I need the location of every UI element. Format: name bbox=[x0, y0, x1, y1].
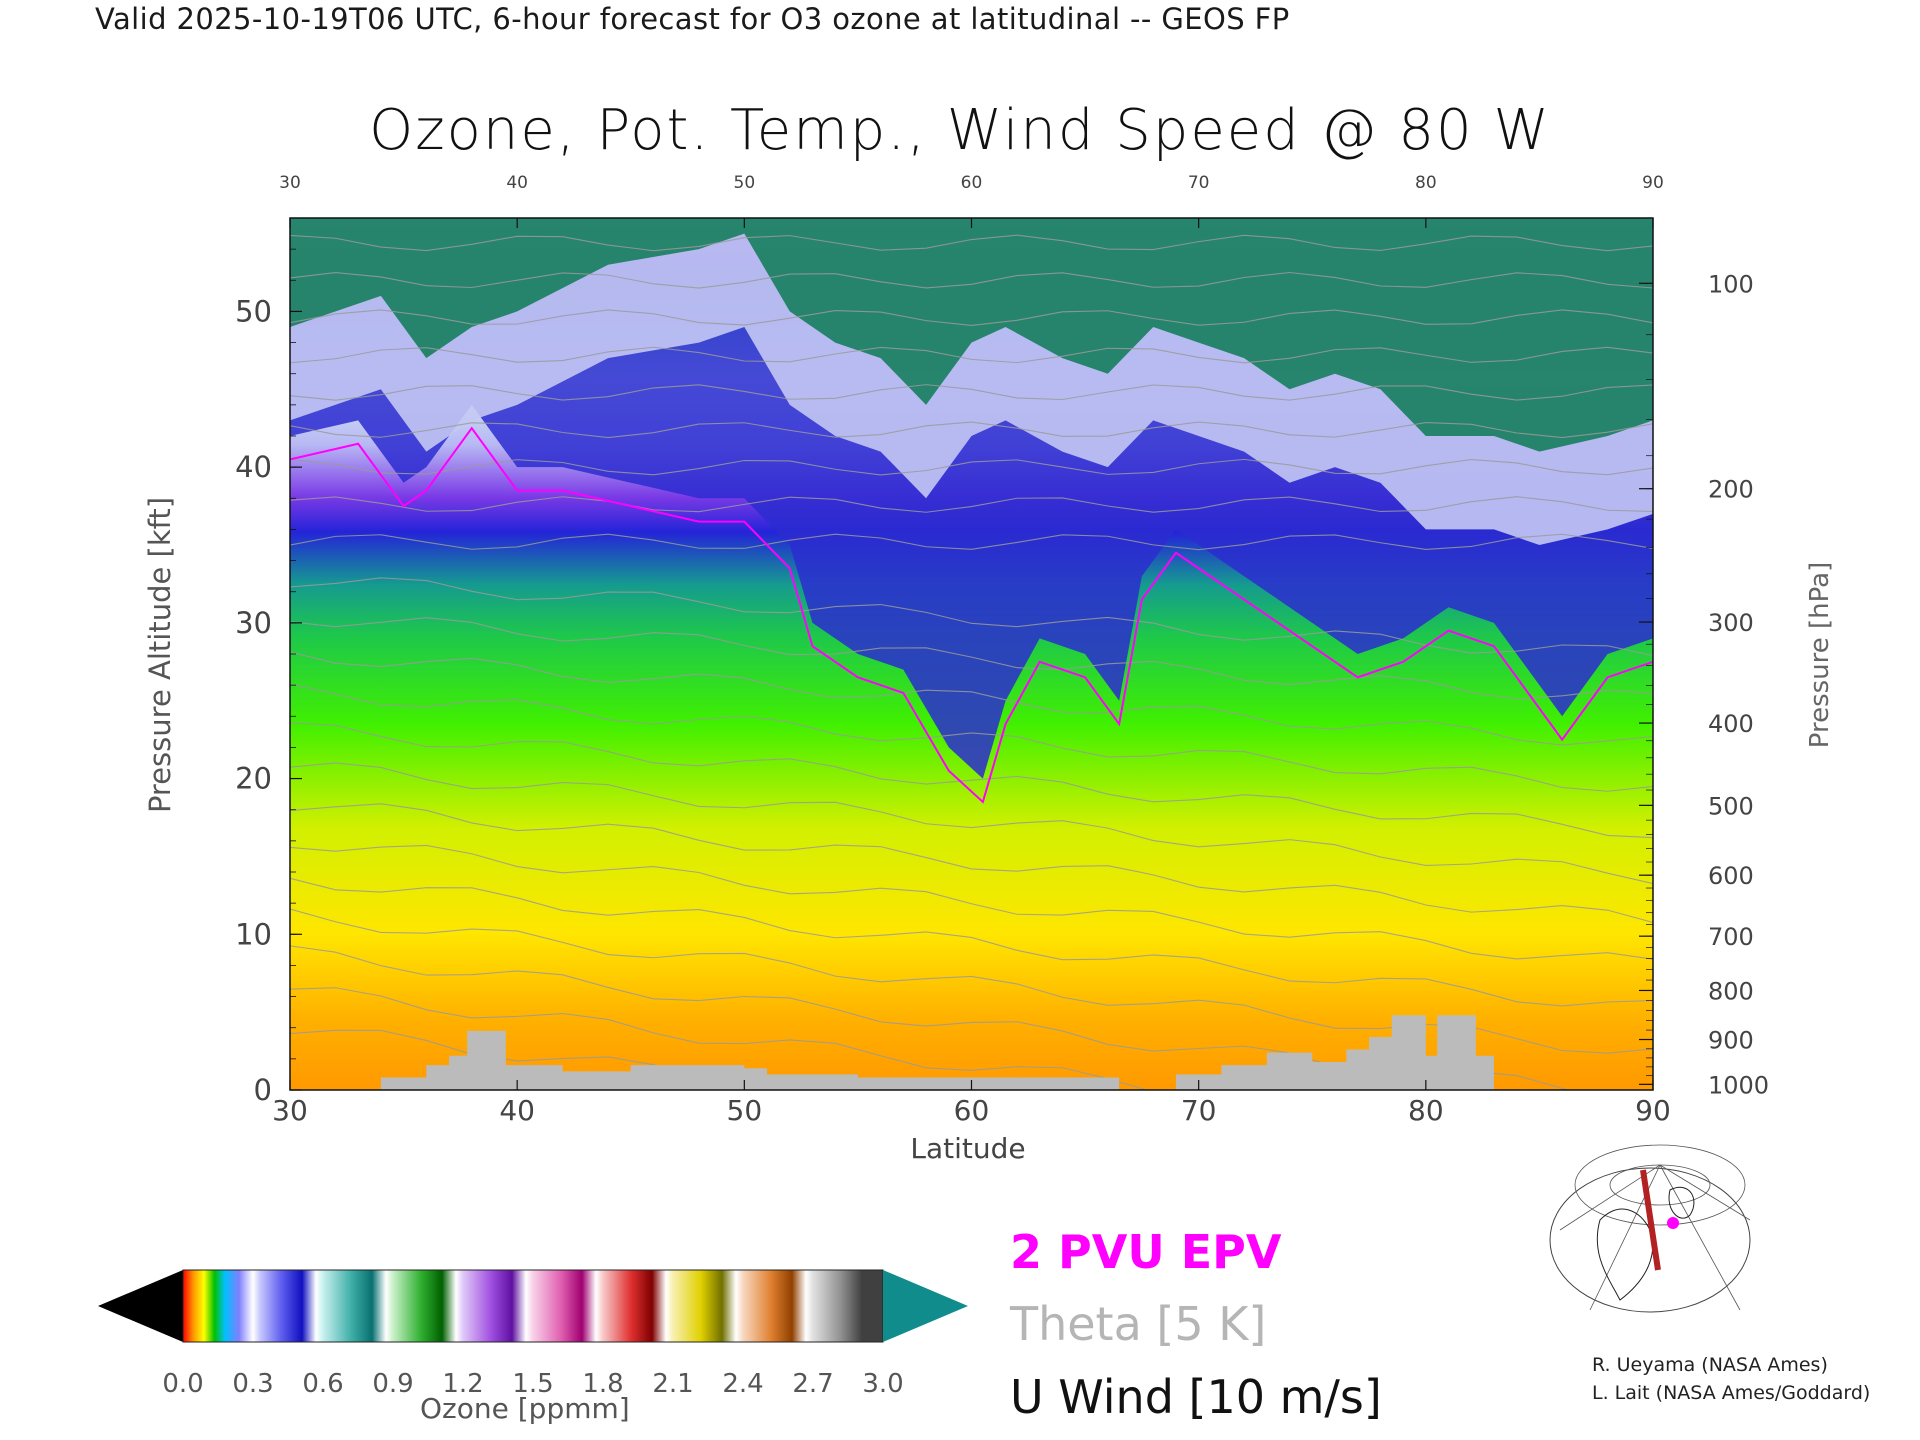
colorbar-tick-label: 0.3 bbox=[232, 1369, 273, 1399]
theta-contour bbox=[290, 458, 1653, 476]
theta-contour bbox=[290, 877, 1653, 1007]
colorbar-tick-label: 2.7 bbox=[792, 1369, 833, 1399]
y-tick-label: 0 bbox=[254, 1073, 272, 1107]
theta-contour bbox=[290, 346, 1653, 364]
ozone-shading bbox=[290, 218, 1653, 1090]
colorbar-tick-label: 1.2 bbox=[442, 1369, 483, 1399]
pressure-tick-label: 700 bbox=[1708, 923, 1754, 951]
colorbar-low-arrow bbox=[98, 1270, 183, 1342]
theta-contour bbox=[290, 1029, 885, 1090]
map-globe bbox=[1549, 1167, 1751, 1313]
location-marker bbox=[1667, 1217, 1679, 1229]
transect-line bbox=[1640, 1169, 1661, 1271]
pressure-tick-label: 400 bbox=[1708, 710, 1754, 738]
theta-contour bbox=[290, 987, 1149, 1090]
x-axis: 30 40 50 60 70 80 90 bbox=[272, 1080, 1671, 1127]
colorbar-high-arrow bbox=[883, 1270, 968, 1342]
pressure-tick-label: 100 bbox=[1708, 270, 1754, 298]
x-tick-top-label: 80 bbox=[1415, 173, 1437, 193]
theta-contour bbox=[290, 651, 1653, 746]
theta-contour bbox=[290, 309, 1653, 326]
header-line: Valid 2025-10-19T06 UTC, 6-hour forecast… bbox=[95, 2, 1290, 36]
x-axis-label: Latitude bbox=[910, 1132, 1025, 1165]
y-axis-label-right: Pressure [hPa] bbox=[1805, 562, 1835, 749]
colorbar-tick-label: 2.1 bbox=[652, 1369, 693, 1399]
theta-contour bbox=[290, 617, 1653, 700]
colorbar-tick-label: 0.9 bbox=[372, 1369, 413, 1399]
theta-contour bbox=[290, 762, 1653, 885]
colorbar-tick-label: 0.6 bbox=[302, 1369, 343, 1399]
colorbar-label: Ozone [ppmm] bbox=[420, 1392, 630, 1425]
pressure-tick-label: 1000 bbox=[1708, 1071, 1769, 1099]
y-tick-label: 30 bbox=[235, 606, 272, 640]
theta-contour bbox=[290, 271, 1653, 289]
x-tick-label: 70 bbox=[1181, 1094, 1217, 1127]
map-coastline bbox=[1596, 1208, 1654, 1301]
map-meridian bbox=[1659, 1164, 1741, 1311]
theta-contour bbox=[290, 421, 1653, 439]
theta-contour bbox=[290, 722, 1653, 839]
x-tick-top-label: 60 bbox=[961, 173, 983, 193]
pressure-axis: 100 200 300 400 500 600 700 800 900 1000 bbox=[1639, 270, 1769, 1099]
colorbar-tick-label: 1.5 bbox=[512, 1369, 553, 1399]
map-latitude-circle bbox=[1574, 1144, 1746, 1226]
x-tick-label: 50 bbox=[727, 1094, 763, 1127]
legend-wind: U Wind [10 m/s] bbox=[1010, 1370, 1382, 1424]
theta-contour bbox=[290, 844, 1653, 960]
y-tick-label: 40 bbox=[235, 450, 272, 484]
x-tick-label: 30 bbox=[272, 1094, 308, 1127]
theta-contour bbox=[290, 234, 1653, 252]
pressure-tick-label: 300 bbox=[1708, 609, 1754, 637]
legend-epv: 2 PVU EPV bbox=[1010, 1225, 1282, 1279]
chart-title: Ozone, Pot. Temp., Wind Speed @ 80 W bbox=[369, 98, 1551, 163]
theta-contour bbox=[290, 533, 1653, 551]
theta-contour bbox=[290, 384, 1653, 401]
colorbar-tick-label: 3.0 bbox=[862, 1369, 903, 1399]
y-axis-label: Pressure Altitude [kft] bbox=[143, 497, 177, 813]
x-axis-top: 30 40 50 60 70 80 90 bbox=[279, 173, 1664, 228]
x-tick-top-label: 40 bbox=[506, 173, 528, 193]
y-tick-label: 50 bbox=[235, 294, 272, 328]
x-tick-label: 90 bbox=[1635, 1094, 1671, 1127]
x-tick-label: 60 bbox=[954, 1094, 990, 1127]
x-tick-top-label: 70 bbox=[1188, 173, 1210, 193]
x-tick-top-label: 30 bbox=[279, 173, 301, 193]
credit-line: L. Lait (NASA Ames/Goddard) bbox=[1592, 1382, 1871, 1404]
credit-line: R. Ueyama (NASA Ames) bbox=[1592, 1354, 1828, 1376]
colorbar-tick-label: 0.0 bbox=[162, 1369, 203, 1399]
terrain bbox=[290, 1015, 1653, 1090]
x-tick-label: 40 bbox=[499, 1094, 535, 1127]
pressure-tick-label: 200 bbox=[1708, 476, 1754, 504]
x-tick-top-label: 90 bbox=[1642, 173, 1664, 193]
pressure-tick-label: 900 bbox=[1708, 1027, 1754, 1055]
pressure-tick-label: 600 bbox=[1708, 862, 1754, 890]
pressure-tick-label: 500 bbox=[1708, 792, 1754, 820]
colorbar-ticks: 0.0 0.3 0.6 0.9 1.2 1.5 1.8 2.1 2.4 2.7 3.0 bbox=[162, 1369, 903, 1399]
theta-contour bbox=[290, 803, 1653, 923]
x-tick-label: 80 bbox=[1408, 1094, 1444, 1127]
x-tick-top-label: 50 bbox=[734, 173, 756, 193]
colorbar: 0.0 0.3 0.6 0.9 1.2 1.5 1.8 2.1 2.4 2.7 3.0 bbox=[98, 1269, 968, 1399]
y-axis: 0 10 20 30 40 50 bbox=[235, 217, 302, 1107]
pressure-tick-label: 800 bbox=[1708, 977, 1754, 1005]
map-meridian bbox=[1659, 1164, 1751, 1221]
inset-map bbox=[1549, 1144, 1751, 1313]
colorbar-ramp bbox=[182, 1269, 884, 1343]
y-tick-label: 10 bbox=[235, 917, 272, 951]
epv-contour bbox=[290, 426, 1653, 804]
map-coastline bbox=[1668, 1187, 1695, 1219]
legend-theta: Theta [5 K] bbox=[1010, 1297, 1267, 1351]
y-tick-label: 20 bbox=[235, 762, 272, 796]
theta-contour bbox=[290, 683, 1653, 792]
upper-ozone-band bbox=[290, 218, 1653, 452]
colorbar-tick-label: 1.8 bbox=[582, 1369, 623, 1399]
theta-contour bbox=[290, 496, 1653, 513]
colorbar-tick-label: 2.4 bbox=[722, 1369, 763, 1399]
